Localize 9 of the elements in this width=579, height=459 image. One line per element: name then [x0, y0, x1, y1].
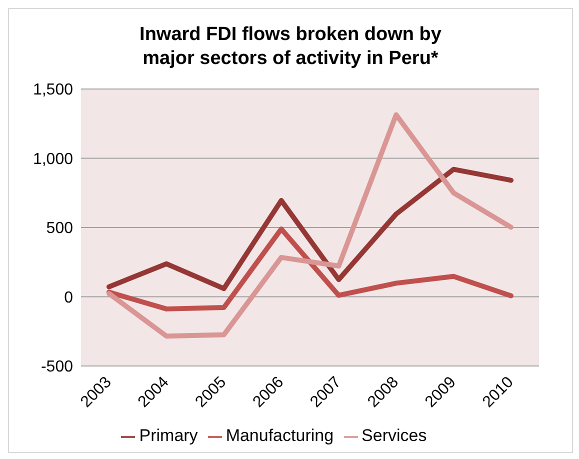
legend-label: Manufacturing [226, 426, 334, 445]
y-tick-label: 1,500 [32, 82, 74, 99]
chart-title: Inward FDI flows broken down by major sectors of activity in Peru* [138, 23, 442, 71]
y-tick-label: -500 [40, 358, 74, 376]
legend-label: Primary [139, 426, 198, 445]
legend-label: Services [362, 426, 427, 445]
y-tick-label: 1,000 [32, 150, 74, 168]
y-tick-label: 0 [64, 289, 74, 306]
y-tick-label: 500 [46, 220, 74, 238]
